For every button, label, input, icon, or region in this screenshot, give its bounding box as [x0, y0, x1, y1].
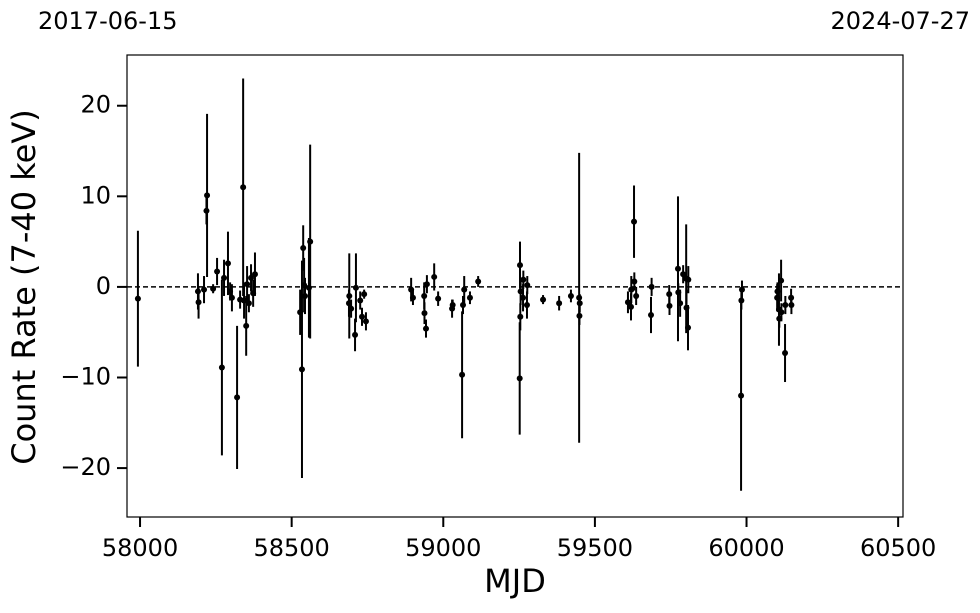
data-point	[234, 394, 241, 401]
data-point	[475, 278, 482, 285]
data-point	[782, 302, 789, 309]
data-point	[421, 310, 428, 317]
data-point	[422, 325, 429, 332]
data-point	[517, 262, 524, 269]
data-point	[524, 282, 531, 289]
x-tick-label: 58500	[253, 534, 329, 562]
top-right-label: 2024-07-27	[831, 7, 970, 35]
data-point	[567, 292, 574, 299]
data-point	[459, 371, 466, 378]
x-tick-label: 58000	[102, 534, 178, 562]
x-tick-label: 59000	[405, 534, 481, 562]
data-point	[738, 297, 745, 304]
x-tick-label: 59500	[557, 534, 633, 562]
data-point	[517, 313, 524, 320]
y-tick-label: 0	[96, 272, 111, 300]
data-point	[352, 331, 359, 338]
data-point	[195, 299, 202, 306]
data-point	[523, 302, 530, 309]
data-point	[677, 300, 684, 307]
data-point	[435, 295, 442, 302]
data-point	[576, 312, 583, 319]
data-point	[352, 284, 359, 291]
y-tick-label: −20	[60, 453, 111, 481]
data-point	[300, 244, 307, 251]
data-point	[782, 350, 789, 357]
data-point	[628, 286, 635, 293]
y-tick-label: 20	[80, 91, 111, 119]
data-point	[245, 300, 252, 307]
data-point	[214, 268, 221, 275]
y-tick-label: 10	[80, 181, 111, 209]
data-point	[224, 260, 231, 267]
data-point	[461, 286, 468, 293]
data-point	[459, 302, 466, 309]
data-point	[680, 271, 687, 278]
data-point	[627, 303, 634, 310]
data-point	[778, 309, 785, 316]
data-point	[423, 281, 430, 288]
data-point	[648, 283, 655, 290]
data-point	[674, 265, 681, 272]
data-point	[648, 311, 655, 318]
data-point	[685, 276, 692, 283]
y-tick-label: −10	[60, 362, 111, 390]
data-point	[134, 295, 141, 302]
data-point	[357, 297, 364, 304]
data-point	[631, 218, 638, 225]
data-point	[204, 192, 211, 199]
data-point	[251, 271, 258, 278]
data-point	[240, 184, 247, 191]
data-point	[210, 285, 217, 292]
data-point	[244, 281, 251, 288]
data-point	[221, 274, 228, 281]
y-axis-label: Count Rate (7-40 keV)	[5, 109, 43, 464]
data-point	[624, 299, 631, 306]
data-point	[218, 364, 225, 371]
data-point	[685, 324, 692, 331]
data-point	[348, 305, 355, 312]
data-point	[520, 276, 527, 283]
data-point	[540, 296, 547, 303]
x-tick-label: 60500	[860, 534, 936, 562]
data-point	[576, 300, 583, 307]
top-left-label: 2017-06-15	[38, 7, 177, 35]
data-point	[666, 302, 673, 309]
data-point	[248, 274, 255, 281]
data-point	[298, 366, 305, 373]
data-point	[409, 294, 416, 301]
data-point	[556, 300, 563, 307]
data-point	[633, 292, 640, 299]
data-point	[516, 375, 523, 382]
data-point	[738, 392, 745, 399]
data-point	[228, 294, 235, 301]
data-point	[431, 273, 438, 280]
data-point	[449, 302, 456, 309]
data-point	[421, 292, 428, 299]
data-point	[243, 322, 250, 329]
data-point	[361, 291, 368, 298]
data-point	[307, 238, 314, 245]
data-point	[346, 292, 353, 299]
data-point	[203, 207, 210, 214]
data-point	[520, 294, 527, 301]
data-point	[666, 291, 673, 298]
x-axis-label: MJD	[484, 562, 546, 600]
x-tick-label: 60000	[708, 534, 784, 562]
data-point	[778, 277, 785, 284]
data-point	[466, 294, 473, 301]
data-point	[362, 318, 369, 325]
data-point	[302, 292, 309, 299]
data-point	[201, 286, 208, 293]
data-point	[631, 278, 638, 285]
data-point	[359, 313, 366, 320]
data-point	[788, 302, 795, 309]
data-point	[738, 286, 745, 293]
